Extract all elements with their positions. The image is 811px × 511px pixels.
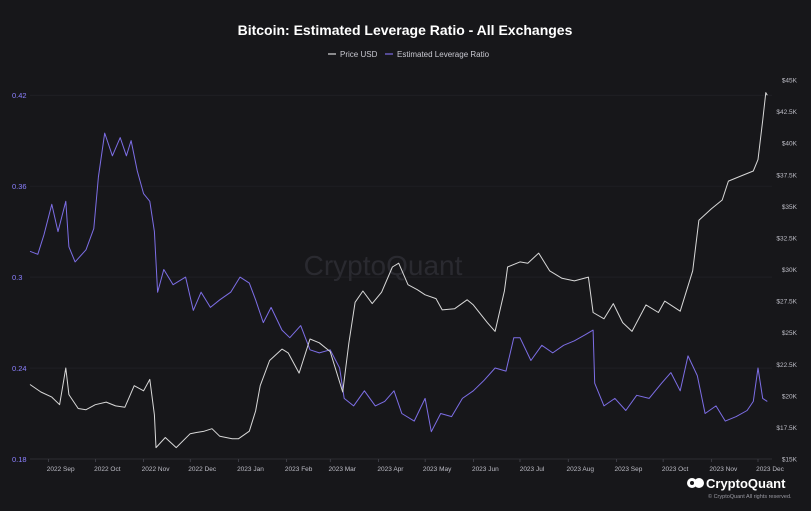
right-tick-label: $27.5K — [776, 299, 797, 306]
right-axis: $15K $17.5K $20K $22.5K $25K $27.5K $30K $32.5K… — [776, 78, 797, 464]
watermark: CryptoQuant — [304, 250, 463, 281]
legend-label-leverage: Estimated Leverage Ratio — [397, 50, 490, 59]
x-tick-label: 2023 Apr — [377, 466, 404, 473]
left-tick-label: 0.36 — [12, 182, 27, 191]
right-tick-label: $20K — [782, 393, 798, 400]
x-tick-label: 2023 Nov — [709, 466, 738, 473]
left-axis: 0.18 0.24 0.3 0.36 0.42 — [12, 91, 27, 464]
legend: Price USD Estimated Leverage Ratio — [328, 50, 490, 59]
gridlines — [30, 94, 772, 460]
cryptoquant-logo-icon — [687, 478, 704, 488]
chart-title: Bitcoin: Estimated Leverage Ratio - All … — [238, 22, 573, 38]
price-usd-line — [29, 92, 768, 449]
x-tick-label: 2022 Sep — [47, 466, 75, 473]
right-tick-label: $15K — [782, 457, 798, 464]
x-tick-label: 2023 Jul — [520, 466, 545, 473]
right-tick-label: $25K — [782, 330, 798, 337]
x-tick-label: 2023 Dec — [756, 466, 785, 473]
x-tick-label: 2023 May — [423, 466, 452, 473]
x-tick-label: 2023 Aug — [566, 466, 594, 473]
x-tick-label: 2022 Oct — [94, 466, 121, 473]
right-tick-label: $35K — [782, 204, 798, 211]
x-tick-label: 2023 Jan — [237, 466, 264, 473]
x-tick-label: 2023 Jun — [472, 466, 499, 473]
x-tick-label: 2023 Oct — [662, 466, 689, 473]
right-tick-label: $42.5K — [776, 109, 797, 116]
x-tick-label: 2023 Mar — [328, 466, 356, 473]
brand-name: CryptoQuant — [706, 476, 786, 491]
x-tick-label: 2023 Feb — [285, 466, 313, 473]
legend-item-price[interactable]: Price USD — [328, 50, 378, 59]
left-tick-label: 0.42 — [12, 91, 27, 100]
brand-logo: CryptoQuant © CryptoQuant All rights res… — [687, 476, 792, 500]
right-tick-label: $45K — [782, 78, 798, 85]
x-tick-label: 2022 Nov — [142, 466, 171, 473]
legend-label-price: Price USD — [340, 50, 378, 59]
legend-item-leverage[interactable]: Estimated Leverage Ratio — [385, 50, 490, 59]
left-tick-label: 0.18 — [12, 455, 27, 464]
right-tick-label: $32.5K — [776, 235, 797, 242]
right-tick-label: $17.5K — [776, 425, 797, 432]
left-tick-label: 0.3 — [12, 273, 22, 282]
right-tick-label: $37.5K — [776, 172, 797, 179]
x-tick-label: 2023 Sep — [615, 466, 643, 473]
brand-rights: © CryptoQuant All rights reserved. — [708, 493, 792, 500]
right-tick-label: $30K — [782, 267, 798, 274]
left-tick-label: 0.24 — [12, 364, 27, 373]
x-tick-label: 2022 Dec — [188, 466, 217, 473]
right-tick-label: $22.5K — [776, 362, 797, 369]
series-layer — [29, 92, 768, 449]
right-tick-label: $40K — [782, 141, 798, 148]
leverage-ratio-line — [29, 132, 768, 433]
x-axis: 2022 Sep 2022 Oct 2022 Nov 2022 Dec 2023 Jan… — [30, 458, 785, 473]
